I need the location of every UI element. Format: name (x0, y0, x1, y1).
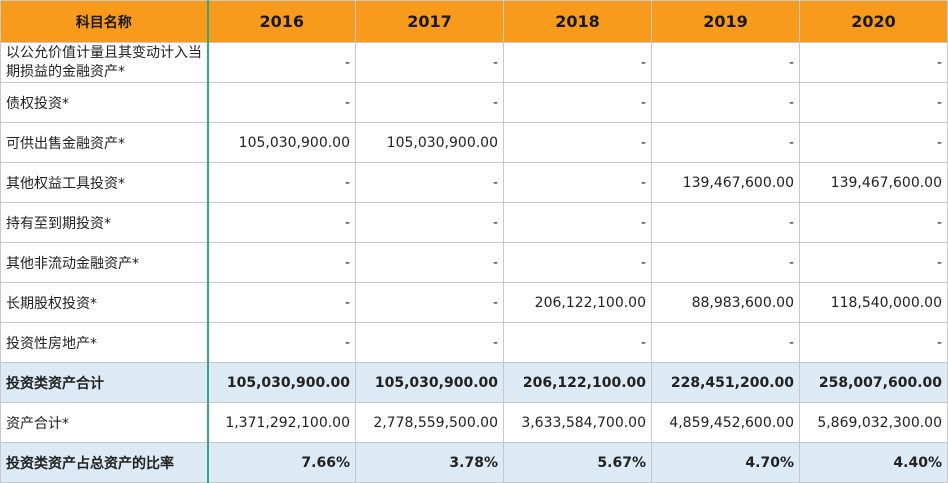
row-value: - (207, 82, 356, 123)
row-value: - (207, 282, 356, 323)
row-value: - (207, 322, 356, 363)
row-value: 2,778,559,500.00 (355, 402, 504, 443)
row-value: 1,371,292,100.00 (207, 402, 356, 443)
header-year-2020: 2020 (799, 0, 948, 43)
table-row: 其他权益工具投资* - - - 139,467,600.00 139,467,6… (0, 162, 948, 203)
row-value: - (207, 162, 356, 203)
row-value: - (355, 282, 504, 323)
row-label: 以公允价值计量且其变动计入当期损益的金融资产* (0, 42, 209, 83)
table-header: 科目名称 2016 2017 2018 2019 2020 (0, 0, 948, 43)
row-value: - (799, 202, 948, 243)
table-row: 持有至到期投资* - - - - - (0, 202, 948, 243)
row-value: - (503, 242, 652, 283)
row-value: 7.66% (207, 442, 356, 483)
row-value: - (503, 202, 652, 243)
row-value: 258,007,600.00 (799, 362, 948, 403)
row-value: - (503, 162, 652, 203)
row-value: 206,122,100.00 (503, 282, 652, 323)
table-row: 债权投资* - - - - - (0, 82, 948, 123)
row-value: 105,030,900.00 (355, 362, 504, 403)
table-row: 投资性房地产* - - - - - (0, 322, 948, 363)
row-value: - (503, 122, 652, 163)
row-label: 持有至到期投资* (0, 202, 209, 243)
row-value: - (799, 322, 948, 363)
row-value: 3,633,584,700.00 (503, 402, 652, 443)
row-label: 资产合计* (0, 402, 209, 443)
table-body: 以公允价值计量且其变动计入当期损益的金融资产* - - - - - 债权投资* … (0, 42, 948, 483)
row-label: 可供出售金融资产* (0, 122, 209, 163)
row-value: - (651, 202, 800, 243)
table-row: 资产合计* 1,371,292,100.00 2,778,559,500.00 … (0, 402, 948, 443)
header-label-cell: 科目名称 (0, 0, 209, 43)
summary-row-investment-total: 投资类资产合计 105,030,900.00 105,030,900.00 20… (0, 362, 948, 403)
row-value: 5,869,032,300.00 (799, 402, 948, 443)
row-value: - (503, 322, 652, 363)
header-year-2016: 2016 (207, 0, 356, 43)
row-value: 206,122,100.00 (503, 362, 652, 403)
row-value: 118,540,000.00 (799, 282, 948, 323)
table-row: 以公允价值计量且其变动计入当期损益的金融资产* - - - - - (0, 42, 948, 83)
row-value: 88,983,600.00 (651, 282, 800, 323)
table-row: 其他非流动金融资产* - - - - - (0, 242, 948, 283)
row-label: 其他权益工具投资* (0, 162, 209, 203)
row-value: - (651, 82, 800, 123)
table-row: 可供出售金融资产* 105,030,900.00 105,030,900.00 … (0, 122, 948, 163)
row-value: - (799, 82, 948, 123)
header-year-2018: 2018 (503, 0, 652, 43)
row-value: - (355, 82, 504, 123)
table-row: 长期股权投资* - - 206,122,100.00 88,983,600.00… (0, 282, 948, 323)
row-value: - (651, 42, 800, 83)
row-value: 3.78% (355, 442, 504, 483)
row-value: - (355, 162, 504, 203)
header-row: 科目名称 2016 2017 2018 2019 2020 (0, 0, 948, 43)
row-value: 4.40% (799, 442, 948, 483)
row-label: 债权投资* (0, 82, 209, 123)
row-value: 4.70% (651, 442, 800, 483)
row-value: - (799, 242, 948, 283)
row-value: - (799, 42, 948, 83)
row-value: - (651, 322, 800, 363)
row-value: - (355, 242, 504, 283)
row-value: - (651, 122, 800, 163)
row-label: 长期股权投资* (0, 282, 209, 323)
row-value: - (207, 42, 356, 83)
row-label: 投资类资产合计 (0, 362, 209, 403)
row-value: 105,030,900.00 (355, 122, 504, 163)
row-value: 228,451,200.00 (651, 362, 800, 403)
summary-row-investment-ratio: 投资类资产占总资产的比率 7.66% 3.78% 5.67% 4.70% 4.4… (0, 442, 948, 483)
row-value: - (651, 242, 800, 283)
row-label: 投资性房地产* (0, 322, 209, 363)
row-value: - (207, 202, 356, 243)
row-value: - (355, 202, 504, 243)
row-value: - (207, 242, 356, 283)
row-value: 105,030,900.00 (207, 122, 356, 163)
header-year-2017: 2017 (355, 0, 504, 43)
row-label: 投资类资产占总资产的比率 (0, 442, 209, 483)
row-value: - (799, 122, 948, 163)
row-value: 139,467,600.00 (799, 162, 948, 203)
row-value: - (503, 42, 652, 83)
row-value: - (355, 42, 504, 83)
row-value: 139,467,600.00 (651, 162, 800, 203)
header-year-2019: 2019 (651, 0, 800, 43)
row-value: 105,030,900.00 (207, 362, 356, 403)
row-value: - (355, 322, 504, 363)
row-value: 4,859,452,600.00 (651, 402, 800, 443)
row-label: 其他非流动金融资产* (0, 242, 209, 283)
row-value: - (503, 82, 652, 123)
row-value: 5.67% (503, 442, 652, 483)
